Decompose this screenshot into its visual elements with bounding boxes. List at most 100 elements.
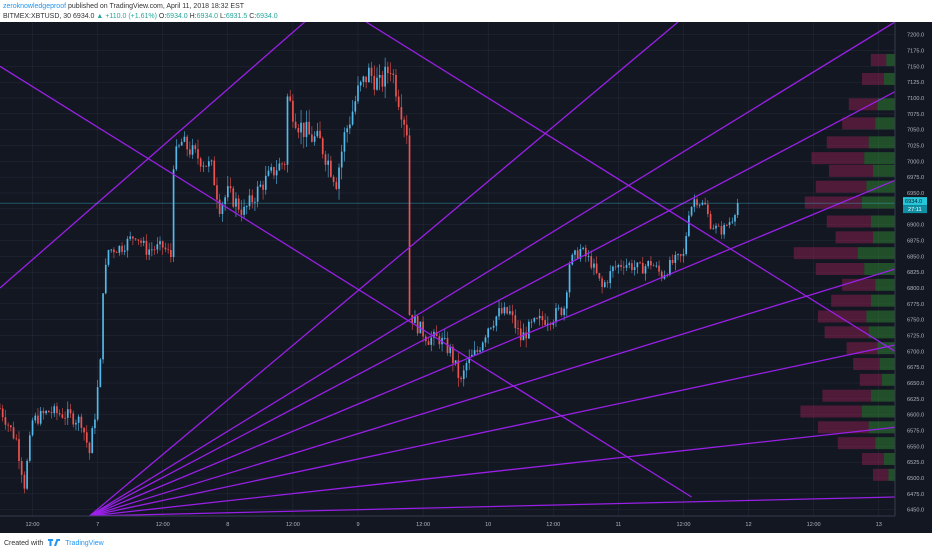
candle-body bbox=[400, 107, 403, 120]
volume-profile-down-bar bbox=[873, 468, 889, 481]
trendline[interactable] bbox=[89, 91, 896, 517]
candle-body bbox=[66, 409, 69, 418]
candle-body bbox=[313, 136, 316, 142]
price-tick-label: 7075.0 bbox=[907, 112, 924, 118]
volume-profile-down-bar bbox=[824, 326, 869, 339]
candle-body bbox=[368, 67, 370, 83]
price-tick-label: 6700.0 bbox=[907, 349, 924, 355]
candle-body bbox=[118, 245, 121, 253]
candle-body bbox=[297, 128, 300, 133]
volume-profile-down-bar bbox=[837, 437, 876, 450]
candles bbox=[0, 57, 739, 494]
volume-profile-up-bar bbox=[868, 326, 895, 339]
time-tick-label: 8 bbox=[226, 522, 229, 528]
candle-body bbox=[660, 271, 663, 279]
trendline[interactable] bbox=[0, 65, 692, 498]
trendline[interactable] bbox=[89, 426, 896, 517]
candle-body bbox=[430, 337, 433, 345]
candle-body bbox=[311, 134, 313, 142]
candle-body bbox=[598, 273, 601, 279]
price-tick-label: 7025.0 bbox=[907, 144, 924, 150]
time-axis[interactable] bbox=[0, 516, 932, 533]
candle-body bbox=[235, 198, 237, 207]
high-value: 6934.0 bbox=[196, 13, 219, 20]
candle-body bbox=[582, 247, 584, 249]
candle-body bbox=[620, 264, 622, 267]
volume-profile-up-bar bbox=[884, 73, 895, 85]
candle-body bbox=[544, 320, 546, 326]
candle-body bbox=[80, 416, 83, 428]
time-tick-label: 9 bbox=[356, 522, 359, 528]
candle-body bbox=[365, 76, 367, 83]
candle-body bbox=[652, 265, 655, 267]
candle-body bbox=[338, 167, 340, 189]
trendline[interactable] bbox=[89, 496, 896, 517]
candle-body bbox=[685, 236, 688, 255]
price-tick-label: 6450.0 bbox=[907, 508, 924, 514]
trendline[interactable] bbox=[89, 268, 896, 517]
volume-profile-up-bar bbox=[886, 54, 895, 66]
candle-body bbox=[237, 198, 240, 210]
trendline[interactable] bbox=[89, 344, 896, 517]
candle-body bbox=[595, 263, 598, 274]
candle-body bbox=[132, 236, 134, 239]
candle-body bbox=[465, 363, 468, 371]
candle-body bbox=[538, 316, 541, 319]
publish-line: zeroknowledgeproof published on TradingV… bbox=[3, 2, 244, 11]
candle-body bbox=[357, 85, 359, 102]
candle-body bbox=[305, 121, 308, 138]
candle-body bbox=[408, 135, 411, 315]
candle-body bbox=[690, 206, 693, 216]
price-tick-label: 6525.0 bbox=[907, 460, 924, 466]
price-tick-label: 7000.0 bbox=[907, 159, 924, 165]
volume-profile-up-bar bbox=[877, 342, 895, 355]
candle-body bbox=[308, 121, 311, 135]
volume-profile-down-bar bbox=[826, 215, 871, 228]
close-value: 6934.0 bbox=[256, 13, 278, 20]
candle-body bbox=[389, 72, 392, 74]
candle-body bbox=[218, 199, 221, 215]
time-tick-label: 11 bbox=[615, 522, 621, 528]
candle-body bbox=[292, 100, 294, 122]
candle-body bbox=[53, 406, 56, 414]
ohlc-line: BITMEX:XBTUSD, 30 6934.0 ▲ +110.0 (+1.61… bbox=[3, 12, 278, 21]
candle-body bbox=[300, 122, 302, 133]
candle-body bbox=[698, 204, 701, 206]
current-price-box bbox=[903, 197, 927, 206]
trendlines[interactable] bbox=[0, 22, 896, 517]
trendline[interactable] bbox=[89, 22, 679, 517]
symbol-label[interactable]: BITMEX:XBTUSD, 30 bbox=[3, 13, 72, 20]
candle-body bbox=[4, 417, 7, 425]
candle-body bbox=[416, 316, 419, 334]
trendline[interactable] bbox=[89, 22, 896, 517]
trendline[interactable] bbox=[0, 22, 312, 289]
candle-body bbox=[232, 188, 235, 207]
candle-body bbox=[28, 435, 31, 461]
candle-body bbox=[140, 240, 142, 243]
tradingview-link[interactable]: TradingView bbox=[65, 540, 104, 547]
price-chart[interactable]: 6450.0 6475.0 6500.0 6525.0 6550.0 6575.0 6600… bbox=[0, 22, 932, 533]
price-axis[interactable] bbox=[895, 22, 932, 533]
candle-body bbox=[137, 239, 140, 241]
volume-profile bbox=[793, 54, 895, 481]
volume-profile-down-bar bbox=[835, 231, 873, 244]
trendline[interactable] bbox=[89, 179, 896, 517]
candle-body bbox=[376, 77, 378, 90]
author-link[interactable]: zeroknowledgeproof bbox=[3, 3, 67, 10]
candle-body bbox=[536, 318, 538, 319]
candle-body bbox=[617, 264, 620, 268]
candle-body bbox=[129, 236, 132, 239]
volume-profile-up-bar bbox=[877, 98, 895, 111]
candle-body bbox=[167, 249, 169, 251]
candle-body bbox=[142, 240, 145, 243]
volume-profile-down-bar bbox=[800, 405, 862, 418]
volume-profile-up-bar bbox=[868, 421, 895, 434]
candle-body bbox=[500, 308, 503, 314]
candle-body bbox=[707, 204, 709, 215]
candle-body bbox=[679, 254, 682, 256]
up-arrow-icon: ▲ bbox=[96, 13, 104, 20]
time-axis-labels: 12:00 7 12:00 8 12:00 9 12:00 10 12:00 11 12:00 12 1… bbox=[26, 522, 882, 528]
candle-body bbox=[83, 427, 85, 433]
candle-body bbox=[104, 264, 107, 294]
volume-profile-down-bar bbox=[848, 98, 878, 111]
